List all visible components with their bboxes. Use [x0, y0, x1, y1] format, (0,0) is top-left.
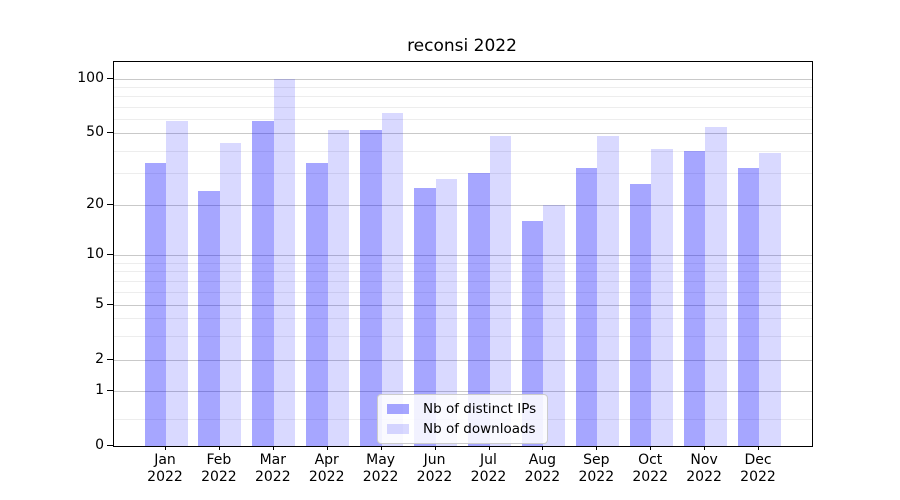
gridline-major: [114, 360, 812, 361]
legend-swatch-downloads: [387, 424, 409, 434]
x-tick: [596, 446, 598, 450]
y-tick: [107, 254, 113, 255]
y-tick-label: 0: [95, 437, 104, 453]
y-tick-label: 10: [86, 246, 104, 262]
x-tick: [272, 446, 274, 450]
x-tick: [218, 446, 220, 450]
x-tick: [165, 446, 166, 450]
x-tick: [326, 446, 328, 450]
y-tick-label: 5: [95, 296, 104, 312]
x-tick: [488, 446, 490, 450]
bar-distinct-ips: [306, 163, 328, 446]
legend-swatch-distinct-ips: [387, 404, 409, 414]
bar-downloads: [381, 112, 404, 446]
bar-distinct-ips: [737, 168, 759, 446]
bar-distinct-ips: [683, 150, 706, 446]
gridline-minor: [114, 106, 812, 108]
bar-distinct-ips: [144, 163, 166, 446]
x-tick-label: Dec 2022: [740, 452, 776, 485]
y-tick: [107, 445, 113, 446]
gridline-minor: [114, 118, 812, 120]
chart-title: reconsi 2022: [407, 36, 517, 56]
y-tick: [107, 390, 113, 391]
x-tick-label: Nov 2022: [686, 452, 722, 485]
x-tick-label: Aug 2022: [524, 452, 561, 485]
x-tick: [542, 446, 544, 450]
bar-downloads: [273, 79, 296, 446]
plot-area: Nb of distinct IPs Nb of downloads: [113, 61, 813, 447]
x-tick-label: Oct 2022: [632, 452, 668, 485]
bar-distinct-ips: [414, 187, 436, 446]
x-tick: [758, 446, 759, 450]
bar-downloads: [327, 129, 350, 446]
x-tick: [380, 446, 382, 450]
x-tick-label: Sep 2022: [578, 452, 615, 485]
bar-downloads: [435, 178, 457, 446]
gridline-minor: [114, 271, 812, 273]
y-tick-label: 100: [77, 70, 104, 86]
gridline-minor: [114, 173, 812, 175]
x-tick: [650, 446, 652, 450]
bar-distinct-ips: [521, 221, 544, 446]
x-tick-label: Jul 2022: [470, 452, 507, 485]
gridline-minor: [114, 280, 812, 282]
gridline-major: [114, 255, 812, 256]
x-tick-label: Jun 2022: [416, 452, 453, 485]
legend-label-distinct-ips: Nb of distinct IPs: [423, 401, 537, 417]
x-tick-label: Apr 2022: [308, 452, 345, 485]
bar-downloads: [219, 143, 242, 446]
legend-entry-downloads: Nb of downloads: [387, 421, 536, 437]
legend-label-downloads: Nb of downloads: [423, 421, 536, 437]
bar-distinct-ips: [575, 168, 598, 446]
gridline-major: [114, 79, 812, 80]
x-tick-label: Mar 2022: [254, 452, 291, 485]
bar-downloads: [597, 136, 619, 446]
y-tick-label: 1: [95, 382, 104, 398]
bar-downloads: [543, 205, 565, 446]
bar-downloads: [166, 121, 188, 446]
gridline-minor: [114, 96, 812, 98]
y-tick: [107, 78, 113, 79]
bar-distinct-ips: [198, 190, 220, 446]
x-tick-label: Feb 2022: [201, 452, 237, 485]
bar-distinct-ips: [468, 173, 490, 446]
legend-entry-distinct-ips: Nb of distinct IPs: [387, 401, 536, 417]
gridline-major: [114, 305, 812, 306]
gridline-minor: [114, 150, 812, 152]
gridline-major: [114, 205, 812, 206]
x-tick-label: May 2022: [362, 452, 399, 485]
y-tick-label: 20: [86, 196, 104, 212]
x-tick-label: Jan 2022: [147, 452, 183, 485]
bar-distinct-ips: [360, 129, 382, 446]
y-tick: [107, 204, 113, 205]
bar-distinct-ips: [252, 121, 274, 446]
y-tick: [107, 304, 113, 305]
gridline-minor: [114, 318, 812, 320]
y-tick: [107, 132, 113, 133]
gridline-major: [114, 133, 812, 134]
bar-downloads: [705, 127, 727, 446]
bar-distinct-ips: [629, 184, 652, 446]
gridline-minor: [114, 87, 812, 89]
gridline-minor: [114, 262, 812, 264]
x-tick: [434, 446, 436, 450]
y-tick-label: 2: [95, 351, 104, 367]
gridline-minor: [114, 291, 812, 293]
y-tick-label: 50: [86, 124, 104, 140]
gridline-minor: [114, 335, 812, 337]
bar-downloads: [489, 136, 511, 446]
y-tick: [107, 359, 113, 360]
bar-downloads: [759, 152, 781, 446]
x-tick: [704, 446, 706, 450]
bar-downloads: [651, 148, 673, 446]
gridline-major: [114, 391, 812, 392]
legend: Nb of distinct IPs Nb of downloads: [377, 394, 549, 444]
